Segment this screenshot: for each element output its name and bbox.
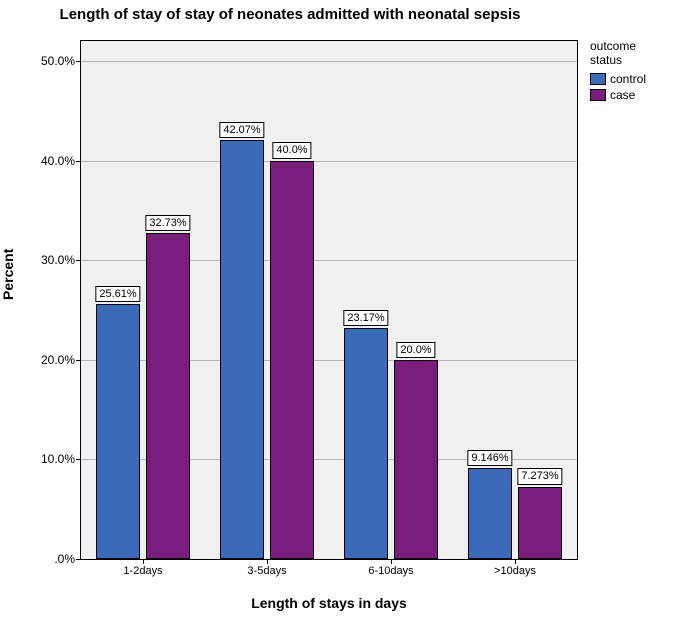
bar-value-label: 42.07% (219, 122, 264, 138)
bar-case (518, 487, 562, 559)
legend-swatch-control (590, 73, 606, 85)
x-tick-label: 1-2days (123, 559, 162, 577)
legend-item-case: case (590, 88, 646, 102)
y-axis-label: Percent (0, 249, 16, 300)
bar-case (146, 233, 190, 559)
legend-title-line1: outcome (590, 39, 636, 53)
y-tick-label: 50.0% (15, 54, 81, 68)
y-tick-label: 30.0% (15, 253, 81, 267)
grid-line (81, 161, 577, 162)
bar-value-label: 9.146% (467, 450, 512, 466)
bar-value-label: 23.17% (343, 310, 388, 326)
bar-value-label: 40.0% (272, 142, 311, 158)
grid-line (81, 61, 577, 62)
y-tick-label: 40.0% (15, 154, 81, 168)
bar-control (220, 140, 264, 559)
legend-item-control: control (590, 72, 646, 86)
bar-control (96, 304, 140, 559)
bar-value-label: 25.61% (95, 286, 140, 302)
legend-label-case: case (610, 88, 635, 102)
bar-value-label: 20.0% (396, 342, 435, 358)
x-tick-label: >10days (494, 559, 536, 577)
plot-area: .0%10.0%20.0%30.0%40.0%50.0%1-2days25.61… (80, 40, 578, 560)
y-tick-label: 20.0% (15, 353, 81, 367)
bar-control (344, 328, 388, 559)
bar-case (394, 360, 438, 559)
legend-title-line2: status (590, 53, 622, 67)
chart-title: Length of stay of stay of neonates admit… (0, 6, 580, 23)
bar-value-label: 7.273% (517, 468, 562, 484)
legend-label-control: control (610, 72, 646, 86)
x-axis-label: Length of stays in days (80, 595, 578, 611)
y-tick-label: .0% (15, 552, 81, 566)
bar-value-label: 32.73% (145, 215, 190, 231)
bar-control (468, 468, 512, 559)
legend-title: outcome status (590, 40, 646, 68)
chart-container: Length of stay of stay of neonates admit… (0, 0, 685, 625)
legend-swatch-case (590, 89, 606, 101)
x-tick-label: 3-5days (247, 559, 286, 577)
legend: outcome status control case (590, 40, 646, 104)
x-tick-label: 6-10days (368, 559, 413, 577)
y-tick-label: 10.0% (15, 452, 81, 466)
bar-case (270, 161, 314, 559)
